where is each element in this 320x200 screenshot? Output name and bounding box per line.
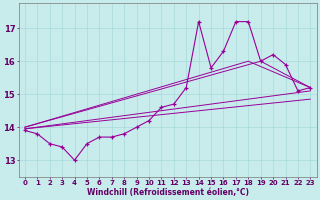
X-axis label: Windchill (Refroidissement éolien,°C): Windchill (Refroidissement éolien,°C) bbox=[87, 188, 249, 197]
